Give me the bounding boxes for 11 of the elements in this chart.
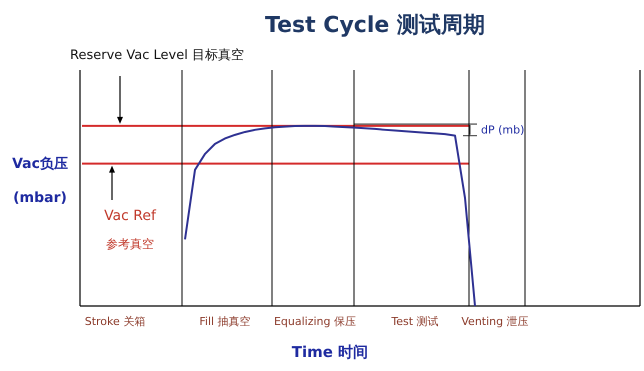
annotation: dP (mb) — [481, 123, 524, 136]
x-axis-title: Time 时间 — [292, 343, 368, 361]
x-tick-label: Equalizing 保压 — [274, 315, 356, 328]
chart-title: Test Cycle 测试周期 — [265, 13, 485, 38]
text: Vac负压 (mbar) — [12, 156, 68, 206]
annotation: Vac Ref 参考真空 — [104, 208, 157, 251]
text: Reserve Vac Level 目标真空 — [70, 48, 244, 63]
x-tick-label: Venting 泄压 — [461, 315, 529, 328]
x-tick-label: Test 测试 — [390, 315, 439, 328]
x-tick-label: Stroke 关箱 — [84, 315, 146, 328]
x-tick-label: Fill 抽真空 — [199, 315, 251, 328]
